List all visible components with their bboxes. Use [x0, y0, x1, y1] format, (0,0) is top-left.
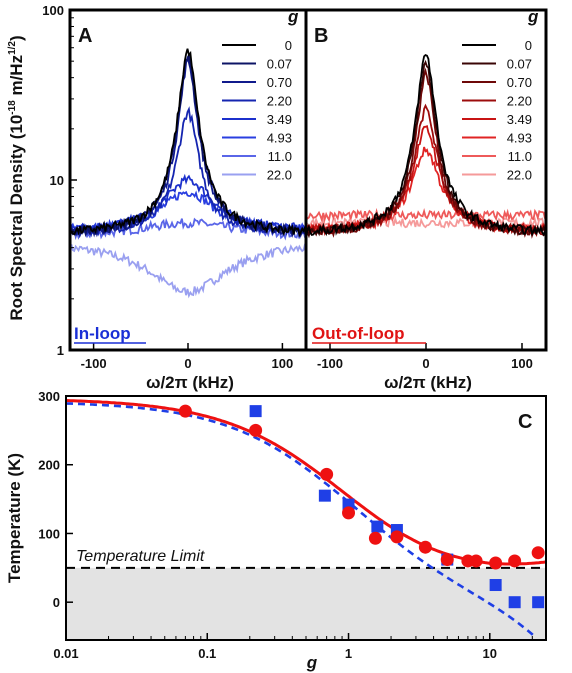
panel-a-series-0 — [69, 48, 306, 238]
panel-b-series-7 — [305, 215, 546, 231]
panel-b-x-tick-label: 100 — [511, 356, 533, 371]
panel-c-y-tick-label: 200 — [38, 458, 60, 473]
panel-b-x-tick-label: 0 — [422, 356, 429, 371]
panel-c-x-tick-label: 10 — [483, 646, 497, 661]
panel-c-y-tick-label: 300 — [38, 389, 60, 404]
panel-c-red-point — [178, 404, 192, 418]
panel-c-blue-point — [371, 520, 384, 533]
panel-a-x-tick-label: -100 — [81, 356, 107, 371]
panel-c-red-point — [531, 546, 545, 560]
panel-b-legend-title: g — [527, 7, 539, 26]
panel-b-legend-label: 2.20 — [507, 94, 532, 109]
panel-c-red-point — [489, 556, 503, 570]
panel-a-legend-title: g — [287, 7, 299, 26]
panel-a-x-tick-label: 100 — [272, 356, 294, 371]
panel-a-x-label: ω/2π (kHz) — [146, 373, 234, 392]
panel-c-red-point — [508, 554, 522, 568]
panel-a-legend-label: 4.93 — [267, 131, 292, 146]
panel-b-legend-label: 0.07 — [507, 57, 532, 72]
panel-b-legend-label: 4.93 — [507, 131, 532, 146]
panel-c-red-point — [368, 531, 382, 545]
panel-b-legend-label: 3.49 — [507, 112, 532, 127]
panel-b-series-6 — [305, 207, 546, 223]
panel-c-red-point — [418, 540, 432, 554]
panel-b-curves — [305, 54, 546, 239]
panel-b-tag: Out-of-loop — [312, 324, 405, 343]
panel-b-legend-label: 0.70 — [507, 75, 532, 90]
panel-c-blue-theory-curve — [65, 402, 538, 640]
panel-c-x-tick-label: 0.01 — [53, 646, 78, 661]
panel-c-temperature-limit-label: Temperature Limit — [76, 548, 205, 565]
panel-c-x-tick-label: 1 — [345, 646, 352, 661]
panel-b-ticks: -100 0 100 — [317, 343, 533, 371]
panel-a-legend-label: 0.70 — [267, 75, 292, 90]
panel-b-x-tick-label: -100 — [317, 356, 343, 371]
panel-a-series-6 — [69, 217, 306, 241]
panel-a-y-tick-label: 100 — [42, 3, 64, 18]
panel-a: A -100 0 100 1 10 100 g 0 0.07 0.70 2.20 3.49 4.93 1… — [42, 3, 308, 371]
panel-c-blue-point — [508, 596, 521, 609]
panel-a-curves — [69, 48, 306, 299]
panel-c-letter: C — [518, 411, 532, 433]
panel-c-red-theory-curve — [65, 399, 547, 566]
panel-c: Temperature Limit C 0.01 0.1 1 100100200300… — [5, 389, 547, 672]
panel-b-x-label: ω/2π (kHz) — [384, 373, 472, 392]
panel-a-legend-label: 2.20 — [267, 94, 292, 109]
panel-b: B -100 0 100 g 0 0.07 0.70 2.20 3.49 4.93 11.0 22.… — [304, 7, 548, 371]
panel-a-y-tick-label: 1 — [57, 343, 64, 358]
panel-c-red-point — [440, 553, 454, 567]
panel-c-y-tick-label: 100 — [38, 526, 60, 541]
panel-c-red-point — [320, 467, 334, 481]
panel-b-legend-label: 22.0 — [507, 168, 532, 183]
panel-b-legend-label: 0 — [525, 38, 532, 53]
panel-c-blue-point — [489, 579, 502, 592]
panel-a-x-tick-label: 0 — [184, 356, 191, 371]
panel-c-red-point — [390, 530, 404, 544]
panel-c-data-points — [178, 404, 545, 609]
panel-a-legend-label: 11.0 — [268, 149, 292, 164]
panel-a-ticks: -100 0 100 1 10 100 — [42, 3, 293, 371]
panel-b-series-0 — [305, 54, 546, 237]
panel-a-legend-label: 22.0 — [267, 168, 292, 183]
panel-a-letter: A — [78, 25, 92, 47]
panel-c-red-point — [342, 506, 356, 520]
panel-c-red-point — [249, 423, 263, 437]
panel-a-legend-label: 0.07 — [267, 57, 292, 72]
panel-b-legend: g 0 0.07 0.70 2.20 3.49 4.93 11.0 22.0 — [462, 7, 539, 183]
panel-a-tag: In-loop — [74, 324, 131, 343]
panel-c-blue-point — [318, 489, 331, 502]
panel-a-y-tick-label: 10 — [50, 173, 64, 188]
panel-c-x-label: g — [306, 653, 318, 672]
panel-c-y-tick-label: 0 — [53, 595, 60, 610]
panel-a-series-7 — [69, 243, 306, 299]
panel-b-legend-label: 11.0 — [508, 149, 532, 164]
panel-c-x-tick-label: 0.1 — [198, 646, 216, 661]
panel-a-legend-label: 3.49 — [267, 112, 292, 127]
panel-c-shaded-region — [66, 567, 546, 640]
panel-c-blue-point — [249, 405, 262, 418]
panel-c-red-point — [469, 554, 483, 568]
panel-b-letter: B — [314, 25, 328, 47]
panel-a-legend: g 0 0.07 0.70 2.20 3.49 4.93 11.0 22.0 — [222, 7, 299, 183]
panel-a-legend-label: 0 — [285, 38, 292, 53]
top-y-axis-label: Root Spectral Density (10-18 m/Hz1/2) — [7, 35, 26, 320]
panel-c-y-label: Temperature (K) — [5, 453, 24, 583]
panel-c-blue-point — [532, 596, 545, 609]
